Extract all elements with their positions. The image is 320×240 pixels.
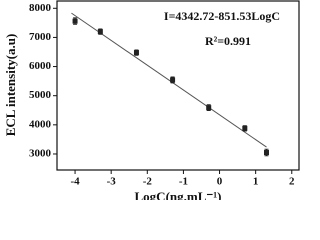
plot-frame [56, 0, 300, 171]
point [206, 105, 212, 111]
point [133, 50, 139, 56]
x-tick-label: 2 [289, 176, 295, 188]
x-tick-label: 0 [217, 176, 223, 188]
x-tick-label: -2 [143, 176, 153, 188]
chart: ECL intensity(a.u) LogC(ng.mL⁻¹) I=4342.… [3, 0, 300, 200]
equation: I=4342.72-851.53LogC [164, 9, 280, 23]
point [72, 18, 78, 24]
x-tick-label: -4 [70, 176, 80, 188]
y-tick-label: 7000 [29, 31, 52, 43]
point [97, 29, 103, 35]
x-tick-label: 1 [253, 176, 259, 188]
r-squared: R²=0.991 [205, 34, 251, 48]
y-tick-label: 4000 [29, 118, 52, 130]
fit-line [71, 12, 267, 148]
point [242, 125, 248, 131]
y-tick-label: 6000 [29, 60, 52, 72]
y-tick-label: 5000 [29, 89, 52, 101]
y-axis-label: ECL intensity(a.u) [3, 34, 18, 137]
y-tick-label: 3000 [29, 148, 52, 160]
x-tick-label: -3 [107, 176, 117, 188]
y-tick-label: 8000 [29, 2, 52, 14]
x-tick-label: -1 [179, 176, 188, 188]
point [170, 77, 176, 83]
x-axis-label: LogC(ng.mL⁻¹) [135, 189, 222, 200]
point [263, 150, 269, 156]
